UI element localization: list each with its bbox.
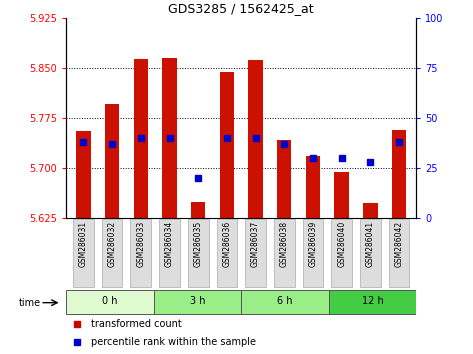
Text: GSM286031: GSM286031: [79, 221, 88, 267]
Bar: [392, 130, 406, 218]
Text: GSM286040: GSM286040: [337, 221, 346, 267]
FancyBboxPatch shape: [73, 219, 94, 287]
Bar: [162, 58, 177, 218]
Text: GSM286042: GSM286042: [394, 221, 403, 267]
Text: 6 h: 6 h: [277, 296, 293, 306]
Bar: [306, 156, 320, 218]
FancyBboxPatch shape: [331, 219, 352, 287]
Text: GSM286036: GSM286036: [222, 221, 231, 267]
Title: GDS3285 / 1562425_at: GDS3285 / 1562425_at: [168, 2, 314, 15]
Text: GSM286038: GSM286038: [280, 221, 289, 267]
FancyBboxPatch shape: [66, 290, 154, 314]
FancyBboxPatch shape: [217, 219, 237, 287]
Text: GSM286034: GSM286034: [165, 221, 174, 267]
Bar: [134, 59, 148, 218]
Text: percentile rank within the sample: percentile rank within the sample: [91, 337, 256, 347]
FancyBboxPatch shape: [131, 219, 151, 287]
Text: GSM286041: GSM286041: [366, 221, 375, 267]
Bar: [248, 60, 263, 218]
Text: GSM286032: GSM286032: [108, 221, 117, 267]
FancyBboxPatch shape: [389, 219, 409, 287]
Bar: [363, 203, 377, 218]
Text: 12 h: 12 h: [362, 296, 383, 306]
Bar: [191, 202, 205, 218]
FancyBboxPatch shape: [303, 219, 323, 287]
FancyBboxPatch shape: [274, 219, 295, 287]
Bar: [277, 140, 291, 218]
Text: GSM286033: GSM286033: [136, 221, 145, 267]
FancyBboxPatch shape: [159, 219, 180, 287]
Text: transformed count: transformed count: [91, 319, 182, 329]
FancyBboxPatch shape: [154, 290, 241, 314]
FancyBboxPatch shape: [360, 219, 381, 287]
FancyBboxPatch shape: [188, 219, 209, 287]
Bar: [334, 172, 349, 218]
FancyBboxPatch shape: [102, 219, 123, 287]
FancyBboxPatch shape: [329, 290, 416, 314]
Bar: [220, 72, 234, 218]
Text: GSM286037: GSM286037: [251, 221, 260, 267]
Text: time: time: [19, 298, 41, 308]
FancyBboxPatch shape: [241, 290, 329, 314]
Bar: [76, 131, 91, 218]
FancyBboxPatch shape: [245, 219, 266, 287]
Text: GSM286035: GSM286035: [194, 221, 203, 267]
Text: GSM286039: GSM286039: [308, 221, 317, 267]
Text: 3 h: 3 h: [190, 296, 205, 306]
Text: 0 h: 0 h: [102, 296, 118, 306]
Bar: [105, 104, 119, 218]
